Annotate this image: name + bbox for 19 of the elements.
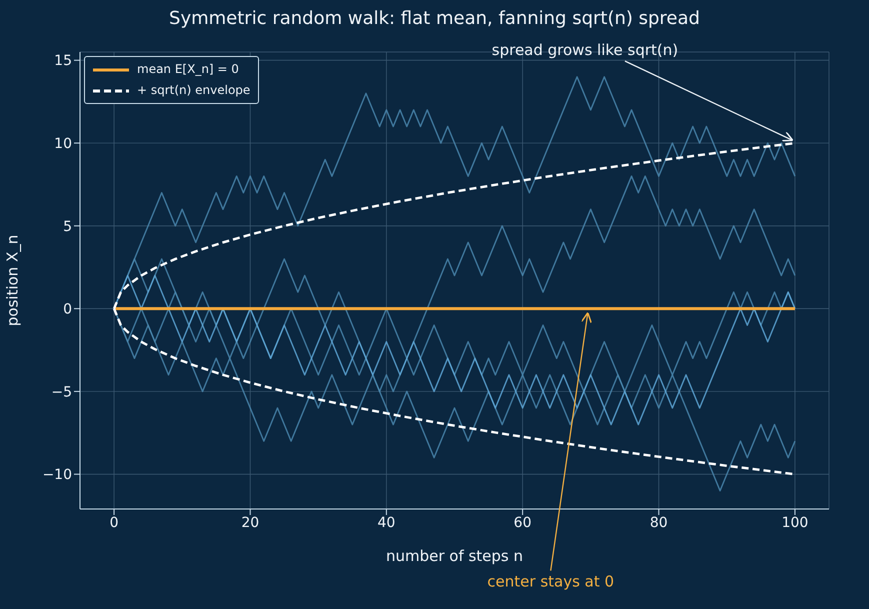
y-tick-label: −10 bbox=[42, 467, 72, 484]
x-tick-label: 20 bbox=[241, 514, 260, 531]
x-tick-label: 80 bbox=[650, 514, 668, 531]
y-axis-title: position X_n bbox=[3, 234, 22, 326]
x-tick-label: 0 bbox=[110, 514, 119, 531]
y-tick-label: −5 bbox=[51, 384, 72, 400]
x-tick-label: 60 bbox=[514, 514, 532, 531]
x-axis-title: number of steps n bbox=[386, 547, 524, 565]
chart-title: Symmetric random walk: flat mean, fanning sqrt(n) spread bbox=[169, 8, 700, 29]
legend-label: mean E[X_n] = 0 bbox=[137, 61, 239, 78]
legend-label: + sqrt(n) envelope bbox=[137, 82, 250, 99]
annotation: spread grows like sqrt(n) bbox=[492, 41, 678, 60]
y-tick-label: 0 bbox=[63, 302, 72, 318]
y-tick-label: 15 bbox=[54, 53, 72, 70]
y-tick-label: 5 bbox=[63, 218, 72, 235]
annotation: center stays at 0 bbox=[487, 572, 614, 591]
x-tick-label: 100 bbox=[782, 514, 808, 531]
x-tick-label: 40 bbox=[377, 514, 396, 531]
y-tick-label: 10 bbox=[54, 136, 72, 152]
